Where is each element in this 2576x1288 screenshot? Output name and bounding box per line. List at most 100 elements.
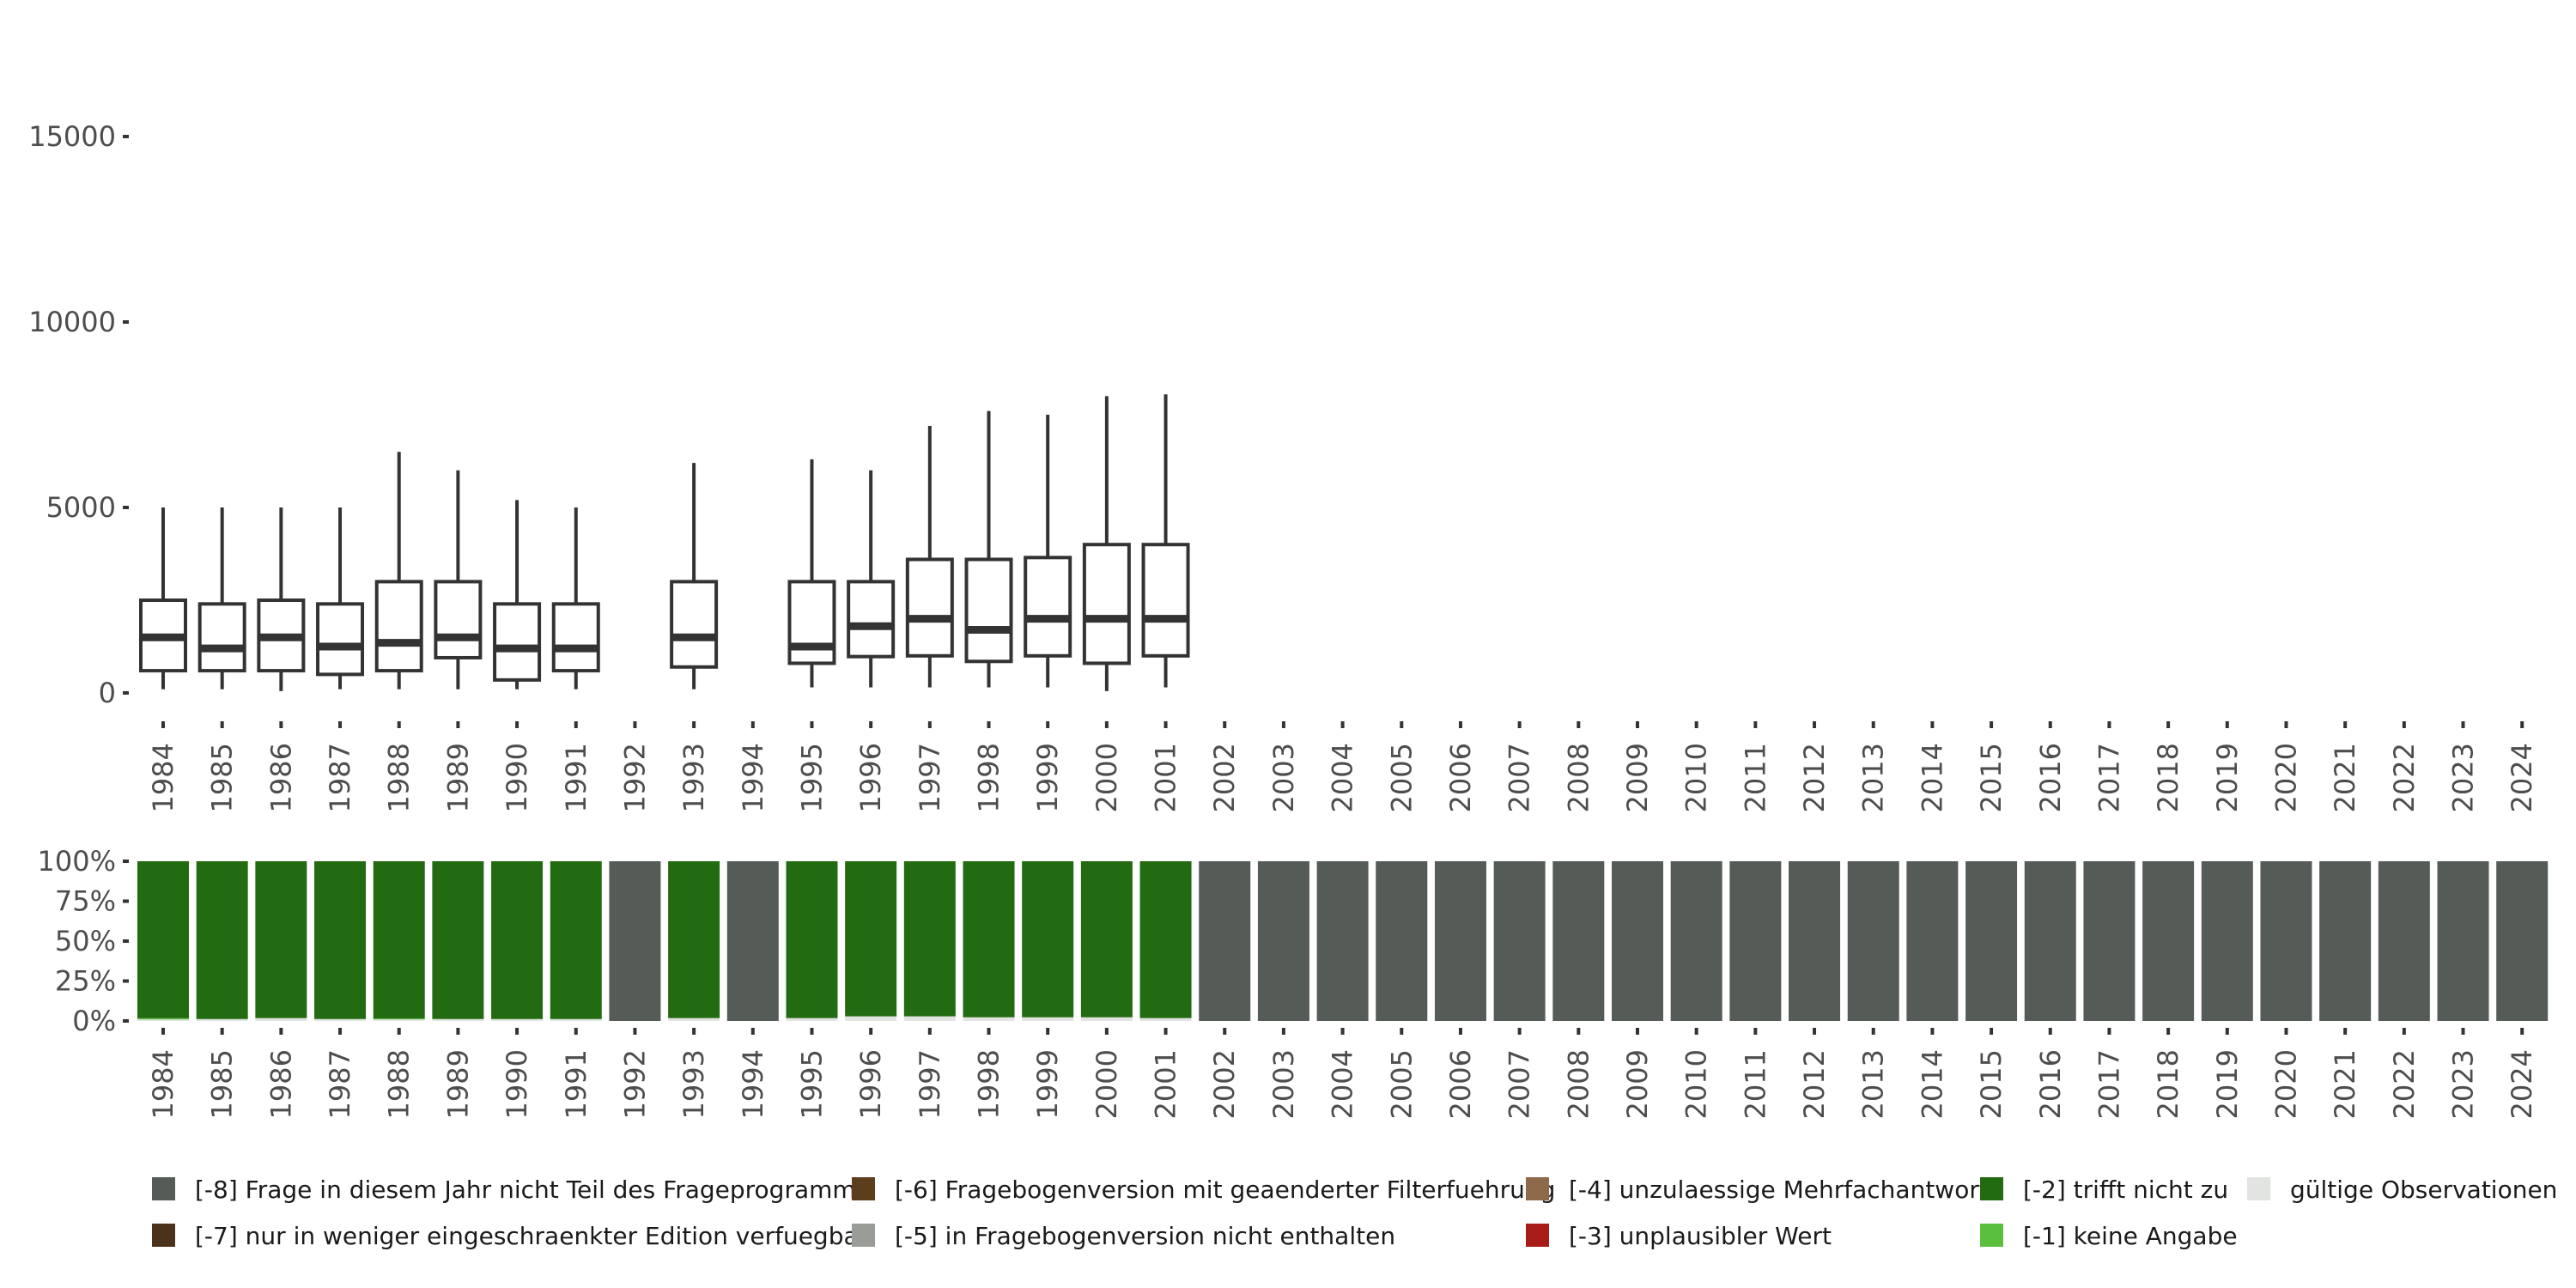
bar-m8-1992 bbox=[609, 861, 661, 1021]
bar-valid-2000 bbox=[1080, 1017, 1133, 1021]
bar-m2-2001 bbox=[1139, 861, 1192, 1018]
x-tick-label: 1994 bbox=[737, 1049, 769, 1119]
box bbox=[1082, 543, 1131, 665]
x-tick-label: 1993 bbox=[677, 743, 710, 812]
y-tick-label: 25% bbox=[55, 965, 116, 998]
legend-item: [-4] unzulaessige Mehrfachantwort bbox=[1526, 1176, 1989, 1204]
x-tick-label: 2018 bbox=[2152, 743, 2184, 812]
bar-m2-1990 bbox=[491, 861, 544, 1019]
x-tick-label: 1997 bbox=[914, 743, 946, 812]
bar-m2-1984 bbox=[137, 861, 189, 1018]
y-tick-label: 0% bbox=[72, 1005, 116, 1037]
bar-m2-1987 bbox=[314, 861, 367, 1019]
bar-m8-2013 bbox=[1847, 861, 1899, 1021]
bar-m8-2016 bbox=[2024, 861, 2076, 1021]
x-tick-label: 1998 bbox=[973, 743, 1005, 812]
boxplot-panel: 0 5000 10000 15000 1984 1985 1986 1987 1988 1989 1… bbox=[28, 120, 2538, 812]
bar-valid-1991 bbox=[550, 1018, 602, 1021]
bar-m2-1988 bbox=[373, 861, 425, 1019]
x-tick-label: 2009 bbox=[1621, 1049, 1654, 1119]
box bbox=[197, 602, 246, 673]
x-tick-label: 2004 bbox=[1327, 743, 1359, 812]
legend-item: [-8] Frage in diesem Jahr nicht Teil des… bbox=[152, 1176, 868, 1204]
bar-m8-2008 bbox=[1552, 861, 1605, 1021]
legend-swatch bbox=[152, 1224, 175, 1247]
x-tick-label: 2024 bbox=[2506, 1049, 2538, 1119]
box-1990 bbox=[493, 500, 542, 690]
bar-valid-1997 bbox=[903, 1016, 956, 1021]
bar-valid-1985 bbox=[196, 1018, 248, 1021]
x-tick-label: 2000 bbox=[1091, 743, 1123, 812]
x-tick-label: 2019 bbox=[2211, 1049, 2244, 1119]
x-tick-label: 1987 bbox=[324, 743, 356, 812]
legend-label: [-7] nur in weniger eingeschraenkter Edi… bbox=[195, 1222, 869, 1250]
bar-m8-1994 bbox=[726, 861, 779, 1021]
legend-swatch bbox=[1980, 1177, 2003, 1200]
legend-label: gültige Observationen bbox=[2290, 1176, 2557, 1204]
x-tick-label: 2006 bbox=[1444, 743, 1477, 812]
x-tick-label: 1984 bbox=[147, 1049, 179, 1119]
x-tick-label: 1999 bbox=[1031, 743, 1064, 812]
bar-m8-2020 bbox=[2260, 861, 2312, 1021]
bar-valid-1984 bbox=[137, 1019, 189, 1021]
bar-m1-1988 bbox=[373, 1018, 425, 1020]
x-tick-label: 1997 bbox=[914, 1049, 946, 1119]
bar-m8-2012 bbox=[1789, 861, 1841, 1021]
y-tick-label: 100% bbox=[38, 845, 116, 878]
x-tick-label: 2012 bbox=[1798, 743, 1831, 812]
x-tick-label: 2002 bbox=[1208, 743, 1241, 812]
bar-m8-2010 bbox=[1670, 861, 1722, 1021]
x-tick-label: 1992 bbox=[618, 1049, 651, 1119]
box bbox=[670, 580, 719, 669]
bar-m8-2022 bbox=[2378, 861, 2430, 1021]
bar-valid-1986 bbox=[255, 1018, 307, 1021]
legend-item: [-6] Fragebogenversion mit geaenderter F… bbox=[852, 1176, 1555, 1204]
x-tick-label: 2005 bbox=[1385, 1049, 1418, 1119]
x-tick-label: 2000 bbox=[1091, 1049, 1123, 1119]
box-1988 bbox=[374, 452, 423, 690]
x-tick-label: 2018 bbox=[2152, 1049, 2184, 1119]
box-2001 bbox=[1141, 394, 1190, 688]
legend: [-8] Frage in diesem Jahr nicht Teil des… bbox=[152, 1176, 2557, 1250]
x-tick-label: 1994 bbox=[737, 743, 769, 812]
legend-swatch bbox=[852, 1177, 875, 1200]
x-tick-label: 2015 bbox=[1975, 1049, 2008, 1119]
bar-valid-2001 bbox=[1139, 1018, 1192, 1021]
x-tick-label: 1989 bbox=[441, 743, 474, 812]
bar-m8-2005 bbox=[1376, 861, 1428, 1021]
box bbox=[847, 580, 896, 659]
bar-m2-1997 bbox=[903, 861, 956, 1017]
bar-m2-1985 bbox=[196, 861, 248, 1019]
box bbox=[316, 602, 365, 677]
x-tick-label: 2019 bbox=[2211, 743, 2244, 812]
legend-swatch bbox=[1526, 1224, 1549, 1247]
x-tick-label: 2022 bbox=[2388, 743, 2421, 812]
stacked-bar-panel: 0% 25% 50% 75% 100% 1984 1985 1986 1987 1988 1989 1… bbox=[38, 845, 2549, 1119]
x-tick-label: 1985 bbox=[206, 743, 239, 812]
bar-m8-2021 bbox=[2319, 861, 2372, 1021]
bar-m8-2015 bbox=[1965, 861, 2018, 1021]
x-tick-label: 2022 bbox=[2388, 1049, 2421, 1119]
bar-m1-1984 bbox=[137, 1018, 189, 1020]
bar-valid-1999 bbox=[1022, 1017, 1074, 1021]
box-1996 bbox=[847, 470, 896, 688]
bar-m2-1993 bbox=[668, 861, 720, 1018]
bar-valid-1995 bbox=[786, 1018, 838, 1021]
bar-m2-1998 bbox=[963, 861, 1015, 1018]
legend-item: [-3] unplausibler Wert bbox=[1526, 1222, 1832, 1250]
x-tick-label: 2015 bbox=[1975, 743, 2008, 812]
x-tick-label: 2010 bbox=[1680, 1049, 1713, 1119]
x-tick-label: 2024 bbox=[2506, 743, 2538, 812]
legend-label: [-4] unzulaessige Mehrfachantwort bbox=[1569, 1176, 1989, 1204]
x-tick-label: 2020 bbox=[2269, 743, 2302, 812]
box-1995 bbox=[787, 459, 836, 688]
bar-valid-1996 bbox=[845, 1016, 897, 1021]
bar-m2-1989 bbox=[432, 861, 484, 1019]
x-tick-label: 1990 bbox=[501, 743, 533, 812]
x-tick-label: 1995 bbox=[795, 1049, 828, 1119]
x-tick-label: 1985 bbox=[206, 1049, 239, 1119]
x-tick-label: 1991 bbox=[560, 1049, 592, 1119]
legend-swatch bbox=[852, 1224, 875, 1247]
x-tick-label: 2002 bbox=[1208, 1049, 1241, 1119]
legend-label: [-2] trifft nicht zu bbox=[2023, 1176, 2228, 1204]
